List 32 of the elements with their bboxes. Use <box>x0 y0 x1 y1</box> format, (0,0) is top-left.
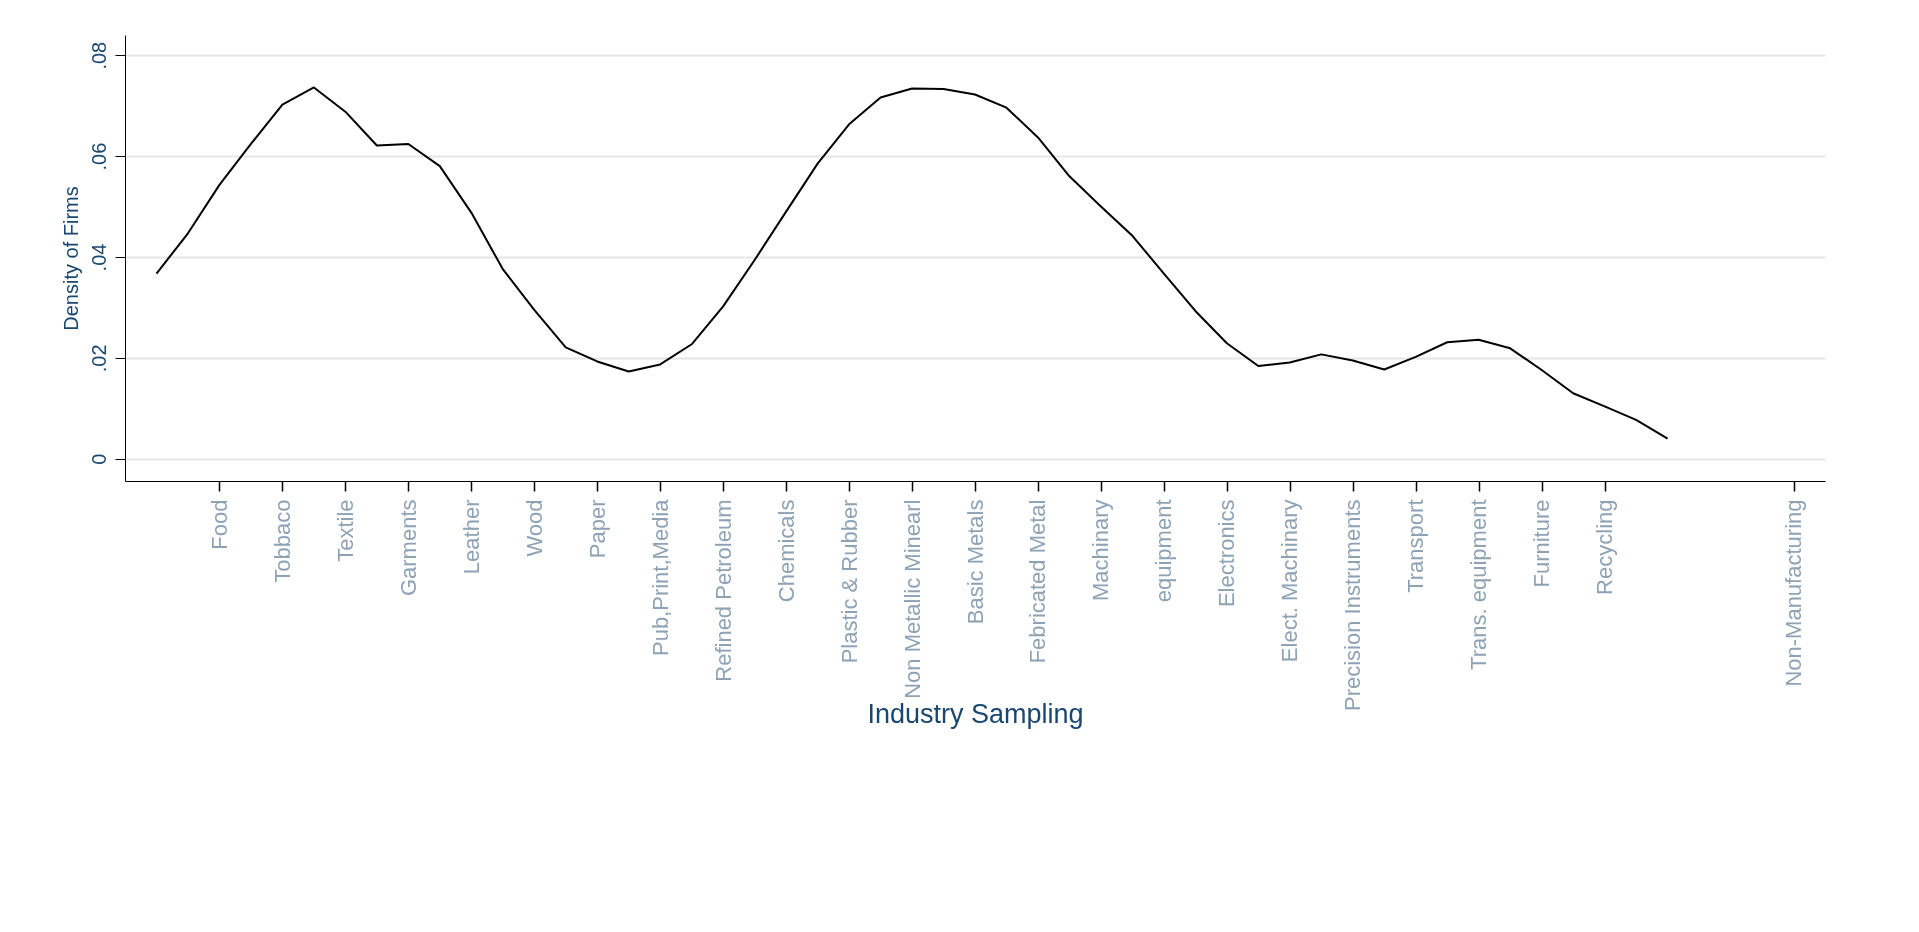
x-tick-label: Febricated Metal <box>1025 499 1051 664</box>
x-tick-label: Machinary <box>1088 499 1114 601</box>
x-tick-label: Basic Metals <box>962 499 988 625</box>
y-tick-label: .04 <box>87 243 110 272</box>
y-axis-title: Density of Firms <box>59 186 82 331</box>
x-tick-label: Non Metallic Minearl <box>899 499 925 699</box>
x-tick-label: Transport <box>1403 499 1429 593</box>
x-tick-label: Refined Petroleum <box>710 499 736 682</box>
x-tick-label: Recycling <box>1592 499 1618 595</box>
line-series <box>155 86 1669 440</box>
x-tick-label: Tobbaco <box>269 499 295 583</box>
x-tick-label: Elect. Machinary <box>1277 499 1303 663</box>
x-tick-label: Garments <box>395 499 421 597</box>
y-tick-label: .06 <box>87 142 110 171</box>
x-tick-label: Chemicals <box>773 499 799 603</box>
x-tick-label: equipment <box>1151 499 1177 603</box>
y-tick-label: 0 <box>87 453 110 465</box>
x-tick-label: Electronics <box>1214 499 1240 608</box>
y-tick-label: .08 <box>87 41 110 70</box>
x-tick-label: Paper <box>584 499 610 559</box>
x-tick-label: Non-Manufacturing <box>1781 499 1807 687</box>
x-tick-label: Leather <box>458 499 484 575</box>
x-tick-label: Trans. equipment <box>1466 499 1492 670</box>
x-tick-label: Plastic & Rubber <box>836 499 862 664</box>
x-tick-label: Furniture <box>1529 499 1555 588</box>
x-tick-label: Wood <box>521 499 547 557</box>
x-tick-label: Pub,Print,Media <box>647 498 673 657</box>
x-tick-label: Textile <box>332 499 358 562</box>
y-tick-label: .02 <box>87 344 110 373</box>
x-tick-label: Food <box>206 499 232 550</box>
x-tick-label: Precision Instruments <box>1340 499 1366 712</box>
x-axis-title: Industry Sampling <box>867 698 1084 729</box>
